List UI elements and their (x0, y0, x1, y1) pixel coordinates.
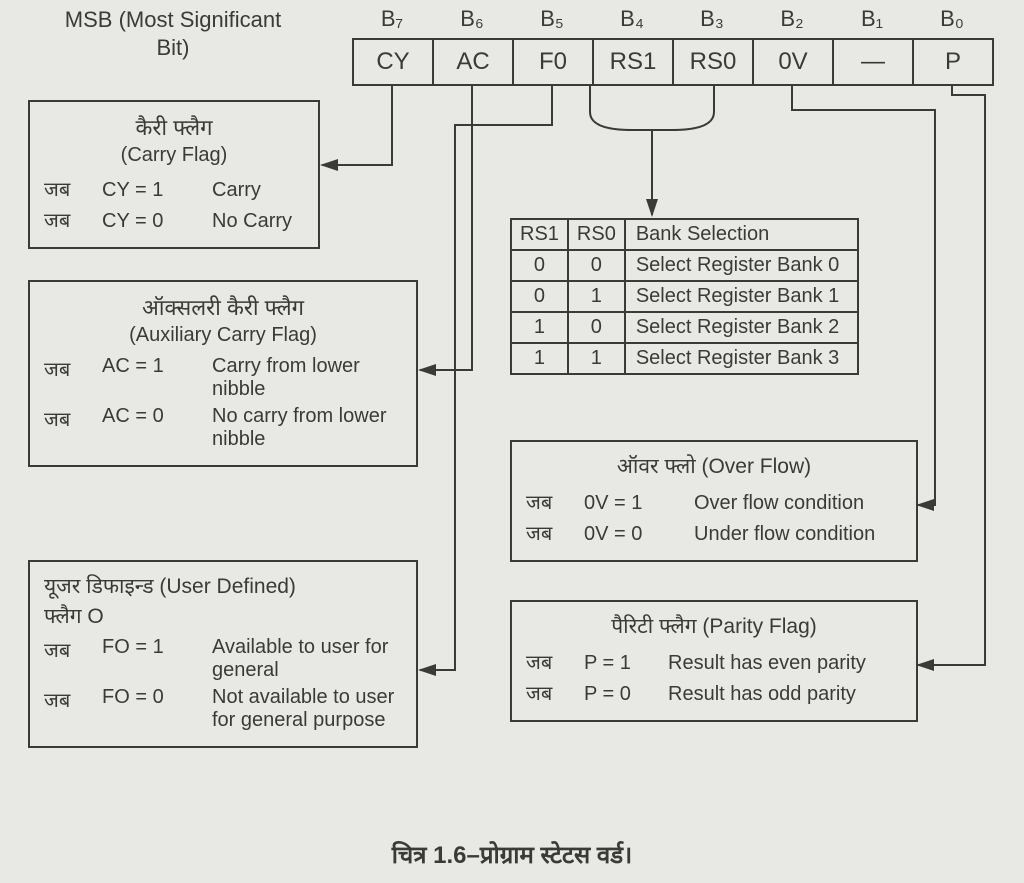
parity-row-0: जब P = 1 Result has even parity (526, 648, 902, 675)
reg-cell-ac: AC (432, 38, 514, 86)
reg-cell-cy: CY (352, 38, 434, 86)
bit-label-2: B₂ (752, 6, 832, 32)
reg-cell-dash: — (832, 38, 914, 86)
user-line2: फ्लैग O (44, 602, 402, 630)
aux-hindi: ऑक्सलरी कैरी फ्लैग (44, 292, 402, 322)
bank-selection-table: RS1 RS0 Bank Selection 00Select Register… (510, 218, 859, 375)
bit-label-3: B₃ (672, 6, 752, 32)
aux-row-1: जब AC = 0 No carry from lower nibble (44, 405, 402, 451)
bit-label-4: B₄ (592, 6, 672, 32)
aux-eng: (Auxiliary Carry Flag) (44, 324, 402, 347)
bank-row-2: 10Select Register Bank 2 (511, 312, 858, 343)
reg-cell-rs1: RS1 (592, 38, 674, 86)
overflow-box: ऑवर फ्लो (Over Flow) जब 0V = 1 Over flow… (510, 440, 918, 562)
user-line1: यूजर डिफाइन्ड (User Defined) (44, 572, 402, 600)
carry-row-0: जब CY = 1 Carry (44, 175, 304, 202)
carry-eng: (Carry Flag) (44, 144, 304, 167)
overflow-row-0: जब 0V = 1 Over flow condition (526, 488, 902, 515)
parity-row-1: जब P = 0 Result has odd parity (526, 679, 902, 706)
bank-header-row: RS1 RS0 Bank Selection (511, 219, 858, 250)
register-row: CY AC F0 RS1 RS0 0V — P (352, 38, 994, 86)
overflow-row-1: जब 0V = 0 Under flow condition (526, 519, 902, 546)
bit-label-6: B₆ (432, 6, 512, 32)
carry-flag-box: कैरी फ्लैग (Carry Flag) जब CY = 1 Carry … (28, 100, 320, 249)
user-defined-box: यूजर डिफाइन्ड (User Defined) फ्लैग O जब … (28, 560, 418, 748)
bit-label-5: B₅ (512, 6, 592, 32)
bit-label-1: B₁ (832, 6, 912, 32)
figure-caption: चित्र 1.6–प्रोग्राम स्टेटस वर्ड। (0, 838, 1024, 871)
bank-row-0: 00Select Register Bank 0 (511, 250, 858, 281)
bank-row-1: 01Select Register Bank 1 (511, 281, 858, 312)
reg-cell-ov: 0V (752, 38, 834, 86)
aux-carry-box: ऑक्सलरी कैरी फ्लैग (Auxiliary Carry Flag… (28, 280, 418, 467)
reg-cell-f0: F0 (512, 38, 594, 86)
bit-label-7: B₇ (352, 6, 432, 32)
user-row-0: जब FO = 1 Available to user for general (44, 636, 402, 682)
carry-row-1: जब CY = 0 No Carry (44, 206, 304, 233)
msb-label: MSB (Most Significant Bit) (28, 6, 318, 61)
bit-label-0: B₀ (912, 6, 992, 32)
bank-row-3: 11Select Register Bank 3 (511, 343, 858, 374)
reg-cell-rs0: RS0 (672, 38, 754, 86)
bit-labels-row: B₇ B₆ B₅ B₄ B₃ B₂ B₁ B₀ (352, 6, 992, 32)
parity-title: पैरिटी फ्लैग (Parity Flag) (526, 612, 902, 640)
aux-row-0: जब AC = 1 Carry from lower nibble (44, 355, 402, 401)
reg-cell-p: P (912, 38, 994, 86)
parity-box: पैरिटी फ्लैग (Parity Flag) जब P = 1 Resu… (510, 600, 918, 722)
carry-hindi: कैरी फ्लैग (44, 112, 304, 142)
user-row-1: जब FO = 0 Not available to user for gene… (44, 686, 402, 732)
overflow-title: ऑवर फ्लो (Over Flow) (526, 452, 902, 480)
